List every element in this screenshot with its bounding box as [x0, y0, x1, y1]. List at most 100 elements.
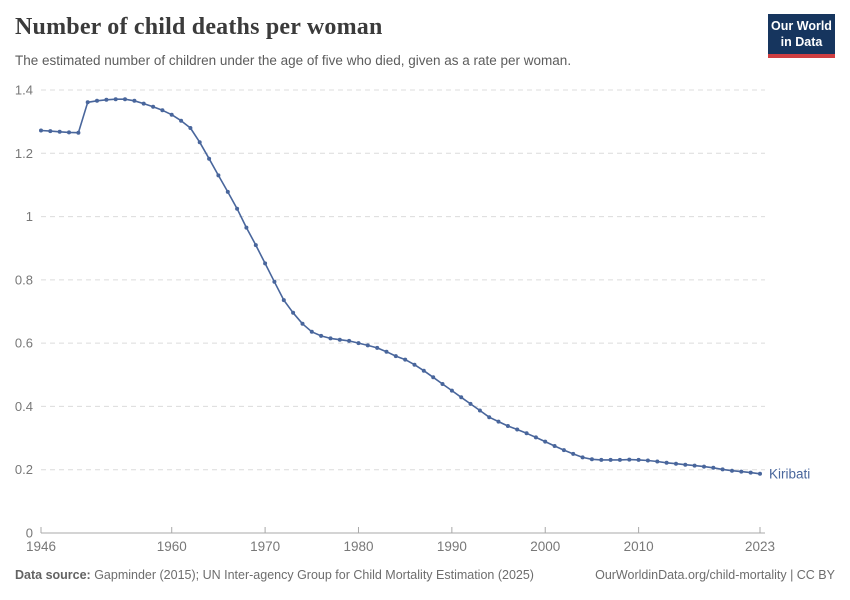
- data-point[interactable]: [515, 427, 520, 432]
- data-point[interactable]: [151, 104, 156, 109]
- data-point[interactable]: [85, 100, 90, 105]
- data-point[interactable]: [169, 112, 174, 117]
- data-point[interactable]: [207, 156, 212, 161]
- data-point[interactable]: [580, 455, 585, 460]
- x-axis-tick-label: 2023: [745, 539, 775, 554]
- data-point[interactable]: [627, 457, 632, 462]
- data-point[interactable]: [403, 357, 408, 362]
- data-point[interactable]: [664, 460, 669, 465]
- data-point[interactable]: [449, 388, 454, 393]
- data-point[interactable]: [589, 457, 594, 462]
- page-title: Number of child deaths per woman: [15, 14, 383, 40]
- data-point[interactable]: [645, 458, 650, 463]
- data-point[interactable]: [39, 128, 43, 133]
- data-point[interactable]: [365, 343, 370, 348]
- data-point[interactable]: [123, 97, 127, 102]
- x-axis-tick-label: 2010: [624, 539, 654, 554]
- data-point[interactable]: [197, 140, 202, 145]
- data-point[interactable]: [272, 279, 277, 284]
- data-point[interactable]: [328, 336, 333, 341]
- data-point[interactable]: [505, 424, 510, 428]
- series-end-label[interactable]: Kiribati: [769, 466, 810, 481]
- data-point[interactable]: [132, 98, 137, 103]
- data-point[interactable]: [702, 464, 706, 469]
- data-point[interactable]: [375, 345, 380, 350]
- data-point[interactable]: [459, 395, 464, 400]
- data-point[interactable]: [636, 457, 641, 462]
- data-point[interactable]: [235, 206, 240, 211]
- data-point[interactable]: [739, 469, 744, 474]
- x-axis-tick-label: 1990: [437, 539, 467, 554]
- data-point[interactable]: [319, 333, 324, 338]
- data-point[interactable]: [179, 118, 184, 123]
- data-point[interactable]: [337, 337, 342, 342]
- data-source-note: Data source: Gapminder (2015); UN Inter-…: [15, 568, 534, 582]
- data-point[interactable]: [730, 468, 734, 473]
- data-point[interactable]: [683, 462, 688, 467]
- y-axis-tick-label: 0.6: [15, 336, 33, 351]
- data-point[interactable]: [421, 368, 426, 373]
- data-point[interactable]: [524, 431, 529, 436]
- data-point[interactable]: [468, 401, 473, 406]
- data-point[interactable]: [617, 457, 622, 462]
- data-point[interactable]: [711, 465, 716, 470]
- data-point[interactable]: [543, 439, 548, 444]
- data-point[interactable]: [655, 459, 660, 464]
- y-axis-tick-label: 1.2: [15, 146, 33, 161]
- data-point[interactable]: [571, 451, 576, 456]
- data-point[interactable]: [67, 130, 71, 135]
- data-point[interactable]: [104, 97, 109, 102]
- data-point[interactable]: [225, 189, 230, 194]
- chart-subtitle: The estimated number of children under t…: [15, 53, 572, 68]
- data-point[interactable]: [309, 329, 314, 334]
- owid-logo-text-line1: Our World: [771, 19, 832, 33]
- x-axis-tick-label: 1946: [26, 539, 56, 554]
- data-point[interactable]: [160, 108, 165, 113]
- data-point[interactable]: [440, 382, 445, 386]
- data-point[interactable]: [141, 101, 146, 106]
- owid-logo[interactable]: Our World in Data: [768, 14, 835, 59]
- x-axis-tick-label: 1960: [157, 539, 187, 554]
- data-point[interactable]: [496, 419, 501, 424]
- data-point[interactable]: [412, 362, 417, 367]
- x-axis-tick-label: 1980: [343, 539, 373, 554]
- data-point[interactable]: [599, 457, 604, 462]
- data-point[interactable]: [347, 338, 352, 343]
- y-axis-tick-label: 1.4: [15, 83, 33, 98]
- data-point[interactable]: [720, 467, 725, 472]
- data-point[interactable]: [748, 470, 753, 475]
- data-point[interactable]: [188, 126, 193, 130]
- data-point[interactable]: [561, 448, 566, 453]
- series-kiribati[interactable]: Kiribati: [39, 97, 810, 481]
- data-point[interactable]: [95, 98, 99, 103]
- data-point[interactable]: [384, 349, 389, 354]
- data-point[interactable]: [48, 129, 53, 134]
- data-point[interactable]: [300, 321, 305, 326]
- data-point[interactable]: [477, 408, 482, 413]
- data-point[interactable]: [533, 435, 538, 440]
- data-point[interactable]: [263, 261, 268, 266]
- data-point[interactable]: [291, 310, 296, 315]
- data-point[interactable]: [356, 341, 361, 346]
- data-point[interactable]: [692, 463, 697, 468]
- data-point[interactable]: [758, 471, 762, 476]
- data-point[interactable]: [76, 130, 81, 135]
- data-point[interactable]: [281, 298, 286, 303]
- data-point[interactable]: [674, 461, 678, 466]
- y-axis-tick-label: 0: [26, 526, 33, 541]
- data-point[interactable]: [552, 444, 557, 448]
- y-axis-tick-label: 1: [26, 209, 33, 224]
- data-point[interactable]: [487, 415, 492, 420]
- data-point[interactable]: [244, 225, 249, 230]
- data-point[interactable]: [608, 457, 613, 462]
- data-point[interactable]: [113, 97, 118, 102]
- data-point[interactable]: [253, 243, 258, 248]
- data-point[interactable]: [216, 173, 221, 178]
- data-point[interactable]: [431, 375, 436, 380]
- series-line[interactable]: [40, 98, 761, 475]
- data-point[interactable]: [57, 129, 62, 134]
- data-source-label: Data source:: [15, 568, 91, 582]
- owid-url-license[interactable]: OurWorldinData.org/child-mortality | CC …: [595, 568, 835, 582]
- data-point[interactable]: [393, 354, 398, 359]
